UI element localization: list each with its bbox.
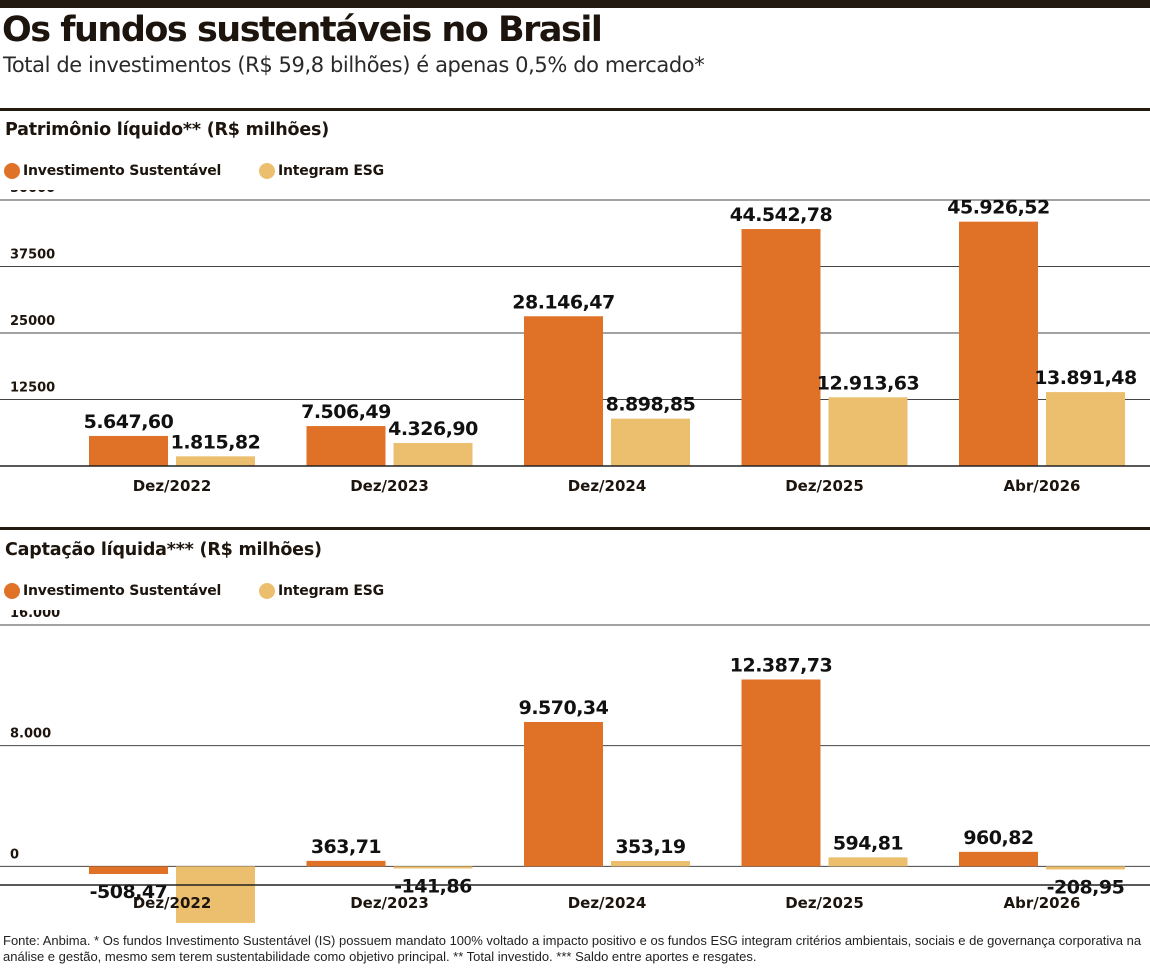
- y-tick-label: 37500: [10, 248, 55, 263]
- chart2-legend-sustentavel: Investimento Sustentável: [4, 583, 221, 599]
- x-category-label: Dez/2024: [568, 894, 647, 912]
- chart1-plot: 12500 25000 37500 50000 5.647,601.815,82 Dez/…: [0, 190, 1150, 495]
- data-label: 1.815,82: [171, 431, 261, 453]
- page-subtitle: Total de investimentos (R$ 59,8 bilhões)…: [3, 53, 705, 77]
- data-label: 4.326,90: [388, 418, 478, 440]
- section-rule: [0, 527, 1150, 530]
- footnote: Fonte: Anbima. * Os fundos Investimento …: [3, 933, 1142, 964]
- top-bar: [0, 0, 1150, 8]
- bar-sustentavel: [89, 435, 168, 466]
- page-title: Os fundos sustentáveis no Brasil: [2, 10, 603, 50]
- y-tick-label: 25000: [10, 314, 55, 329]
- x-category-label: Abr/2026: [1004, 894, 1081, 912]
- bar-sustentavel: [959, 851, 1038, 867]
- data-label: 12.387,73: [730, 654, 832, 676]
- data-label: 44.542,78: [730, 204, 833, 226]
- bar-sustentavel: [306, 860, 386, 867]
- x-category-label: Dez/2022: [133, 477, 212, 495]
- chart2-plot: 08.00016.000-508,47-3.754,71Dez/2022363,…: [0, 610, 1150, 923]
- y-tick-label: 16.000: [10, 610, 60, 621]
- y-tick-label: 8.000: [10, 727, 51, 742]
- bar-sustentavel: [741, 229, 821, 466]
- bar-esg: [1046, 392, 1125, 466]
- bar-sustentavel: [959, 221, 1038, 466]
- data-label: 12.913,63: [817, 372, 919, 394]
- bar-sustentavel: [306, 426, 386, 466]
- x-category-label: Dez/2024: [568, 477, 647, 495]
- bar-esg: [393, 442, 473, 466]
- legend-label: Integram ESG: [278, 163, 384, 179]
- bar-esg: [393, 866, 473, 869]
- bar-sustentavel: [89, 866, 168, 875]
- data-label: 28.146,47: [512, 291, 614, 313]
- bar-esg: [1046, 866, 1125, 870]
- legend-dot-esg: [259, 583, 275, 599]
- x-category-label: Abr/2026: [1004, 477, 1081, 495]
- bar-esg: [176, 456, 255, 466]
- x-category-label: Dez/2025: [785, 477, 864, 495]
- data-label: 13.891,48: [1034, 367, 1137, 389]
- legend-label: Investimento Sustentável: [23, 583, 222, 599]
- chart1-title: Patrimônio líquido** (R$ milhões): [5, 120, 330, 140]
- data-label: 7.506,49: [301, 401, 391, 423]
- x-category-label: Dez/2023: [350, 477, 429, 495]
- x-category-label: Dez/2023: [350, 894, 429, 912]
- data-label: -208,95: [1047, 876, 1125, 898]
- data-label: 5.647,60: [84, 411, 174, 433]
- bar-esg: [828, 397, 908, 466]
- data-label: 594,81: [833, 832, 903, 854]
- x-category-label: Dez/2022: [133, 894, 212, 912]
- section-rule: [0, 108, 1150, 111]
- data-label: 45.926,52: [947, 197, 1049, 219]
- legend-dot-esg: [259, 163, 275, 179]
- bar-sustentavel: [524, 316, 603, 466]
- data-label: 353,19: [615, 836, 685, 858]
- bar-esg: [176, 866, 255, 923]
- chart2-legend-esg: Integram ESG: [259, 583, 384, 599]
- data-label: -141,86: [394, 875, 472, 897]
- chart1-legend-sustentavel: Investimento Sustentável: [4, 163, 221, 179]
- y-tick-label: 0: [10, 847, 19, 862]
- bar-esg: [828, 857, 908, 867]
- legend-dot-sustentavel: [4, 163, 20, 179]
- y-tick-label: 12500: [10, 381, 55, 396]
- data-label: 960,82: [963, 827, 1033, 849]
- data-label: -508,47: [90, 881, 168, 903]
- bar-esg: [611, 861, 690, 867]
- y-tick-label: 50000: [10, 190, 55, 196]
- bar-esg: [611, 418, 690, 466]
- data-label: 363,71: [311, 836, 381, 858]
- x-category-label: Dez/2025: [785, 894, 864, 912]
- data-label: 8.898,85: [606, 394, 696, 416]
- data-label: 9.570,34: [519, 697, 609, 719]
- chart2-title: Captação líquida*** (R$ milhões): [5, 540, 322, 560]
- chart1-legend-esg: Integram ESG: [259, 163, 384, 179]
- legend-label: Investimento Sustentável: [23, 163, 222, 179]
- bar-sustentavel: [524, 721, 603, 867]
- legend-label: Integram ESG: [278, 583, 384, 599]
- legend-dot-sustentavel: [4, 583, 20, 599]
- bar-sustentavel: [741, 679, 821, 867]
